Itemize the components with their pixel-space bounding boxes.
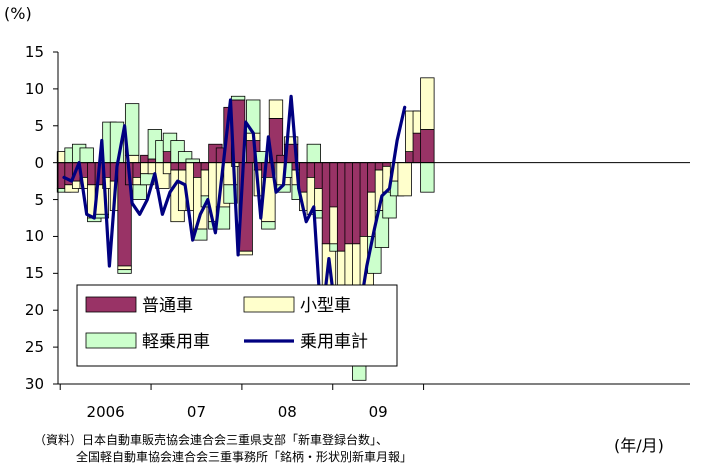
y-tick-label: 10 bbox=[24, 79, 44, 98]
axes-layer bbox=[53, 51, 690, 390]
x-year-label: 08 bbox=[277, 403, 297, 421]
bar-3-28 bbox=[261, 221, 276, 230]
legend-label-2: 小型車 bbox=[300, 296, 351, 316]
bar-2-9 bbox=[117, 265, 132, 271]
bar-2-29 bbox=[268, 99, 284, 119]
x-year-label: 07 bbox=[186, 403, 207, 421]
x-unit-label: (年/月) bbox=[614, 436, 664, 455]
bar-2-25 bbox=[238, 250, 253, 256]
source-note-line-1: （資料）日本自動車販売協会連合会三重県支部「新車登録台数」、 bbox=[34, 433, 389, 447]
y-tick-label: 25 bbox=[24, 338, 44, 357]
bar-3-24 bbox=[230, 95, 246, 101]
y-tick-label: 0 bbox=[34, 153, 44, 172]
y-tick-label: 15 bbox=[24, 43, 44, 61]
legend-swatch-2 bbox=[243, 296, 295, 313]
bar-3-9 bbox=[117, 269, 132, 274]
bar-3-34 bbox=[306, 143, 321, 164]
bar-3-49 bbox=[420, 162, 435, 193]
y-tick-label: 15 bbox=[24, 264, 44, 283]
y-unit-label: (%) bbox=[4, 4, 32, 23]
bar-2-31 bbox=[283, 136, 299, 145]
y-tick-label: 5 bbox=[34, 116, 44, 135]
bar-3-44 bbox=[382, 191, 397, 219]
legend-label-1: 普通車 bbox=[142, 296, 193, 316]
y-tick-label: 30 bbox=[24, 375, 44, 393]
bar-1-49 bbox=[420, 129, 435, 164]
y-tick-label: 20 bbox=[24, 301, 44, 320]
legend-label-4: 乗用車計 bbox=[300, 332, 368, 352]
x-year-label: 09 bbox=[368, 403, 388, 421]
y-tick-label: 5 bbox=[34, 190, 44, 209]
bar-3-11 bbox=[132, 184, 147, 200]
x-year-label: 2006 bbox=[86, 403, 125, 421]
legend-swatch-3 bbox=[85, 332, 137, 349]
bar-2-49 bbox=[420, 77, 435, 130]
source-note-line-2: 全国軽自動車協会連合会三重事務所「銘柄・形状別新車月報」 bbox=[76, 450, 413, 464]
bar-3-18 bbox=[185, 158, 200, 164]
legend-label-3: 軽乗用車 bbox=[142, 332, 210, 352]
y-tick-label: 10 bbox=[24, 227, 44, 246]
bar-2-46 bbox=[397, 162, 412, 197]
legend-swatch-1 bbox=[85, 296, 137, 313]
bar-3-4 bbox=[79, 147, 94, 164]
